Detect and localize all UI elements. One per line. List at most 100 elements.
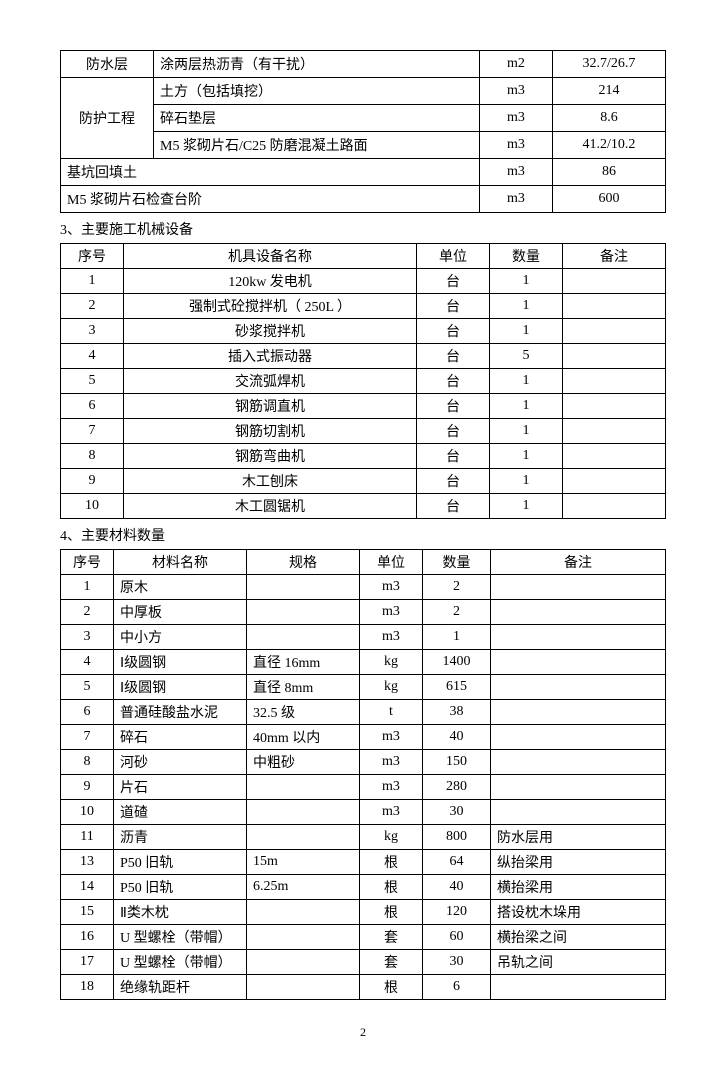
cell: Ⅱ类木枕 bbox=[114, 900, 247, 925]
cell-desc: 涂两层热沥青（有干扰） bbox=[154, 51, 480, 78]
cell-unit: m2 bbox=[480, 51, 553, 78]
table-row: 10道碴m330 bbox=[61, 800, 666, 825]
cell: 1400 bbox=[423, 650, 491, 675]
cell-desc: 土方（包括填挖） bbox=[154, 78, 480, 105]
cell: 砂浆搅拌机 bbox=[124, 319, 417, 344]
cell: 5 bbox=[61, 369, 124, 394]
table-row: 防护工程土方（包括填挖）m3214 bbox=[61, 78, 666, 105]
col-header: 规格 bbox=[247, 550, 360, 575]
cell: 中小方 bbox=[114, 625, 247, 650]
table-row: 4插入式振动器台5 bbox=[61, 344, 666, 369]
cell: 中厚板 bbox=[114, 600, 247, 625]
cell bbox=[491, 650, 666, 675]
table-row: 17U 型螺栓（带帽）套30吊轨之间 bbox=[61, 950, 666, 975]
cell: 1 bbox=[490, 369, 563, 394]
cell-category: 防护工程 bbox=[61, 78, 154, 159]
cell: 7 bbox=[61, 419, 124, 444]
cell: 120kw 发电机 bbox=[124, 269, 417, 294]
cell: 河砂 bbox=[114, 750, 247, 775]
cell: 3 bbox=[61, 319, 124, 344]
cell: 30 bbox=[423, 950, 491, 975]
cell: 台 bbox=[417, 494, 490, 519]
table-row: 10木工圆锯机台1 bbox=[61, 494, 666, 519]
cell: 台 bbox=[417, 469, 490, 494]
col-header: 数量 bbox=[490, 244, 563, 269]
cell: m3 bbox=[360, 600, 423, 625]
cell bbox=[491, 600, 666, 625]
cell: 3 bbox=[61, 625, 114, 650]
cell: 交流弧焊机 bbox=[124, 369, 417, 394]
cell-qty: 8.6 bbox=[553, 105, 666, 132]
cell-item: M5 浆砌片石检查台阶 bbox=[61, 186, 480, 213]
cell: kg bbox=[360, 825, 423, 850]
cell: 16 bbox=[61, 925, 114, 950]
construction-quantities-table: 防水层涂两层热沥青（有干扰）m232.7/26.7防护工程土方（包括填挖）m32… bbox=[60, 50, 666, 213]
cell: 根 bbox=[360, 975, 423, 1000]
table-row: 18绝缘轨距杆根6 bbox=[61, 975, 666, 1000]
cell bbox=[247, 925, 360, 950]
cell bbox=[247, 825, 360, 850]
cell: 片石 bbox=[114, 775, 247, 800]
col-header: 序号 bbox=[61, 550, 114, 575]
cell-unit: m3 bbox=[480, 159, 553, 186]
cell: 1 bbox=[61, 575, 114, 600]
cell bbox=[563, 444, 666, 469]
cell: 30 bbox=[423, 800, 491, 825]
cell: 普通硅酸盐水泥 bbox=[114, 700, 247, 725]
cell-category: 防水层 bbox=[61, 51, 154, 78]
cell bbox=[563, 319, 666, 344]
col-header: 备注 bbox=[563, 244, 666, 269]
cell: 木工刨床 bbox=[124, 469, 417, 494]
cell: 7 bbox=[61, 725, 114, 750]
col-header: 备注 bbox=[491, 550, 666, 575]
table-row: 16U 型螺栓（带帽）套60横抬梁之间 bbox=[61, 925, 666, 950]
cell: 套 bbox=[360, 950, 423, 975]
cell: 11 bbox=[61, 825, 114, 850]
cell: 40mm 以内 bbox=[247, 725, 360, 750]
cell bbox=[247, 800, 360, 825]
col-header: 机具设备名称 bbox=[124, 244, 417, 269]
cell-unit: m3 bbox=[480, 132, 553, 159]
cell: 1 bbox=[490, 419, 563, 444]
cell-qty: 86 bbox=[553, 159, 666, 186]
cell: 4 bbox=[61, 344, 124, 369]
cell-unit: m3 bbox=[480, 78, 553, 105]
table-row: 基坑回填土m386 bbox=[61, 159, 666, 186]
cell bbox=[247, 775, 360, 800]
cell: Ⅰ级圆钢 bbox=[114, 675, 247, 700]
cell: 60 bbox=[423, 925, 491, 950]
page-number: 2 bbox=[60, 1025, 666, 1040]
cell: 根 bbox=[360, 875, 423, 900]
cell: 1 bbox=[490, 294, 563, 319]
cell: 台 bbox=[417, 419, 490, 444]
cell: m3 bbox=[360, 725, 423, 750]
cell: 台 bbox=[417, 319, 490, 344]
cell: 插入式振动器 bbox=[124, 344, 417, 369]
cell-item: 基坑回填土 bbox=[61, 159, 480, 186]
cell: 38 bbox=[423, 700, 491, 725]
cell: 台 bbox=[417, 444, 490, 469]
cell: 套 bbox=[360, 925, 423, 950]
col-header: 序号 bbox=[61, 244, 124, 269]
cell: 17 bbox=[61, 950, 114, 975]
cell: 1 bbox=[490, 269, 563, 294]
section4-heading: 4、主要材料数量 bbox=[60, 525, 666, 545]
cell: 14 bbox=[61, 875, 114, 900]
cell: 40 bbox=[423, 875, 491, 900]
cell: 1 bbox=[490, 469, 563, 494]
cell: 直径 16mm bbox=[247, 650, 360, 675]
cell bbox=[563, 469, 666, 494]
cell bbox=[247, 950, 360, 975]
cell: 1 bbox=[423, 625, 491, 650]
cell bbox=[563, 344, 666, 369]
cell: m3 bbox=[360, 800, 423, 825]
table-row: 8河砂中粗砂m3150 bbox=[61, 750, 666, 775]
table-row: 3中小方m31 bbox=[61, 625, 666, 650]
cell: 800 bbox=[423, 825, 491, 850]
cell bbox=[491, 975, 666, 1000]
cell: 10 bbox=[61, 494, 124, 519]
cell: 6.25m bbox=[247, 875, 360, 900]
table-row: 7钢筋切割机台1 bbox=[61, 419, 666, 444]
cell bbox=[247, 975, 360, 1000]
cell: 沥青 bbox=[114, 825, 247, 850]
